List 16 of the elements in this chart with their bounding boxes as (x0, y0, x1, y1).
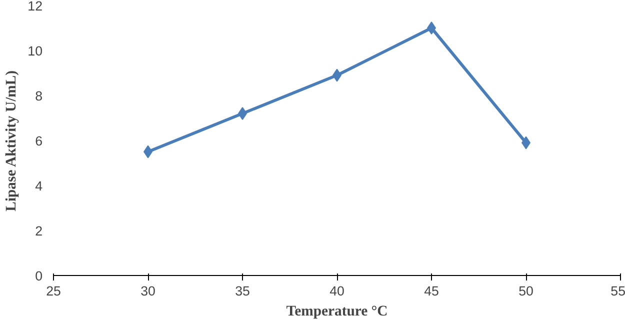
y-tick-label: 4 (35, 178, 44, 194)
x-tick-label: 30 (140, 284, 156, 298)
y-tick-label: 12 (28, 0, 43, 14)
x-tick-label: 25 (46, 284, 61, 298)
y-tick-label: 6 (35, 134, 43, 148)
x-axis-title: Temperature °C (286, 304, 388, 320)
x-tick-label: 40 (330, 284, 344, 298)
x-tick-label: 50 (518, 284, 534, 298)
x-tick-label: 55 (610, 284, 625, 298)
y-tick-label: 8 (35, 88, 43, 104)
y-tick-label: 10 (28, 44, 43, 58)
y-axis-title: Lipase Aktivity U/mL) (4, 70, 20, 212)
y-tick-label: 0 (35, 268, 43, 284)
x-tick-label: 45 (424, 284, 439, 298)
x-tick-label: 35 (235, 284, 250, 298)
y-tick-label: 2 (35, 224, 43, 238)
